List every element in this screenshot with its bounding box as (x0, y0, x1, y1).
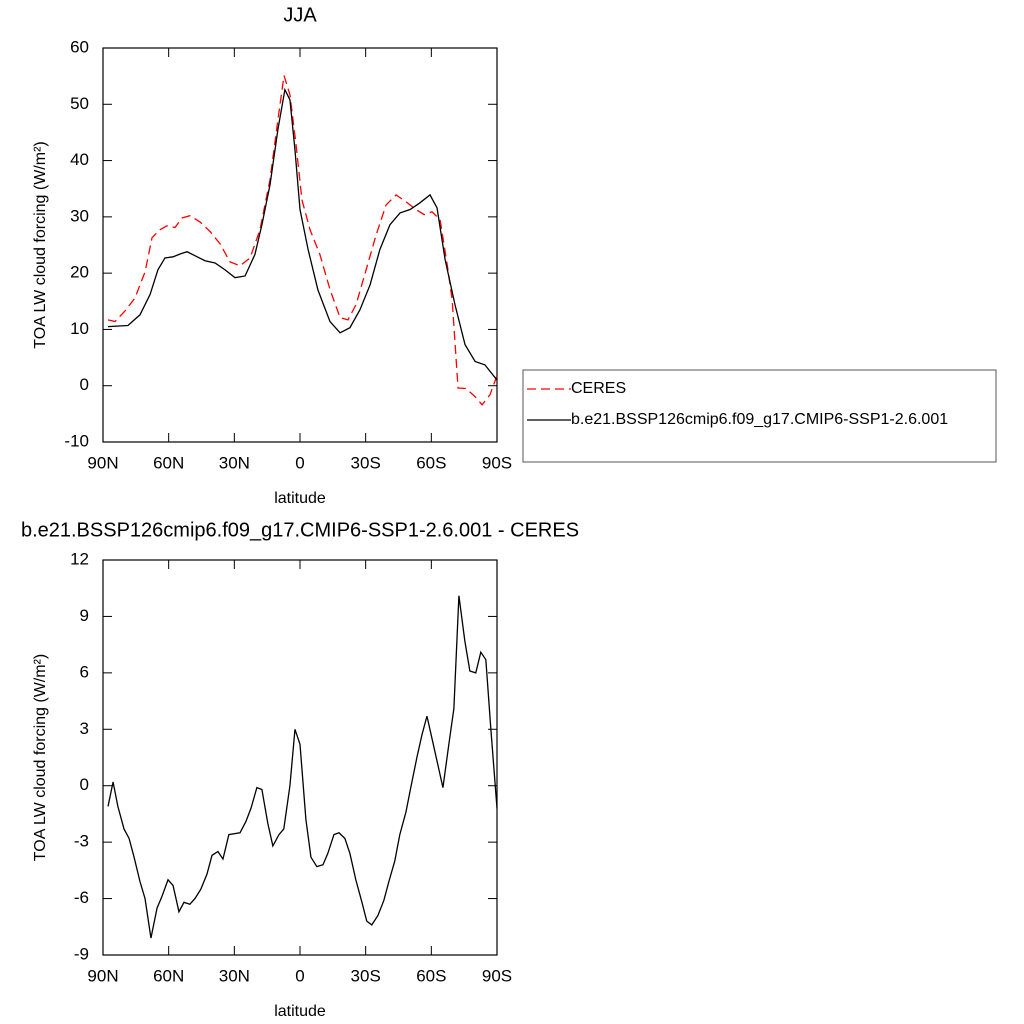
y-tick-label: -10 (64, 431, 89, 450)
legend-box (522, 369, 997, 463)
x-tick-label: 30S (351, 453, 381, 472)
data-line (107, 75, 498, 406)
y-axis-label: TOA LW cloud forcing (W/m²) (32, 654, 49, 861)
y-tick-label: -3 (74, 832, 89, 851)
y-tick-label: 10 (70, 319, 89, 338)
x-tick-label: 60N (153, 453, 184, 472)
x-tick-label: 60S (416, 453, 446, 472)
x-tick-label: 30S (351, 966, 381, 985)
x-tick-label: 60S (416, 966, 446, 985)
chart-title: JJA (283, 4, 317, 26)
x-tick-label: 90N (87, 966, 118, 985)
data-line (107, 87, 498, 381)
x-tick-label: 90S (482, 453, 512, 472)
legend-label: b.e21.BSSP126cmip6.f09_g17.CMIP6-SSP1-2.… (571, 411, 948, 428)
x-tick-label: 30N (219, 966, 250, 985)
x-tick-label: 90S (482, 966, 512, 985)
x-axis-label: latitude (274, 490, 326, 507)
y-tick-label: 0 (80, 375, 89, 394)
y-tick-label: 3 (80, 719, 89, 738)
y-tick-label: 6 (80, 662, 89, 681)
y-tick-label: 9 (80, 606, 89, 625)
y-tick-label: 40 (70, 150, 89, 169)
legend-label: CERES (571, 380, 626, 397)
y-axis-label: TOA LW cloud forcing (W/m²) (32, 141, 49, 348)
y-tick-label: -6 (74, 888, 89, 907)
x-tick-label: 90N (87, 453, 118, 472)
y-tick-label: -9 (74, 944, 89, 963)
y-tick-label: 12 (70, 549, 89, 568)
x-tick-label: 0 (295, 453, 304, 472)
x-tick-label: 0 (295, 966, 304, 985)
x-axis-label: latitude (274, 1003, 326, 1020)
y-tick-label: 60 (70, 37, 89, 56)
y-tick-label: 20 (70, 263, 89, 282)
x-tick-label: 30N (219, 453, 250, 472)
plot-frame (102, 47, 498, 443)
y-tick-label: 30 (70, 206, 89, 225)
y-tick-label: 50 (70, 94, 89, 113)
y-tick-label: 0 (80, 775, 89, 794)
data-line (107, 595, 498, 939)
x-tick-label: 60N (153, 966, 184, 985)
chart-title: b.e21.BSSP126cmip6.f09_g17.CMIP6-SSP1-2.… (21, 519, 579, 541)
